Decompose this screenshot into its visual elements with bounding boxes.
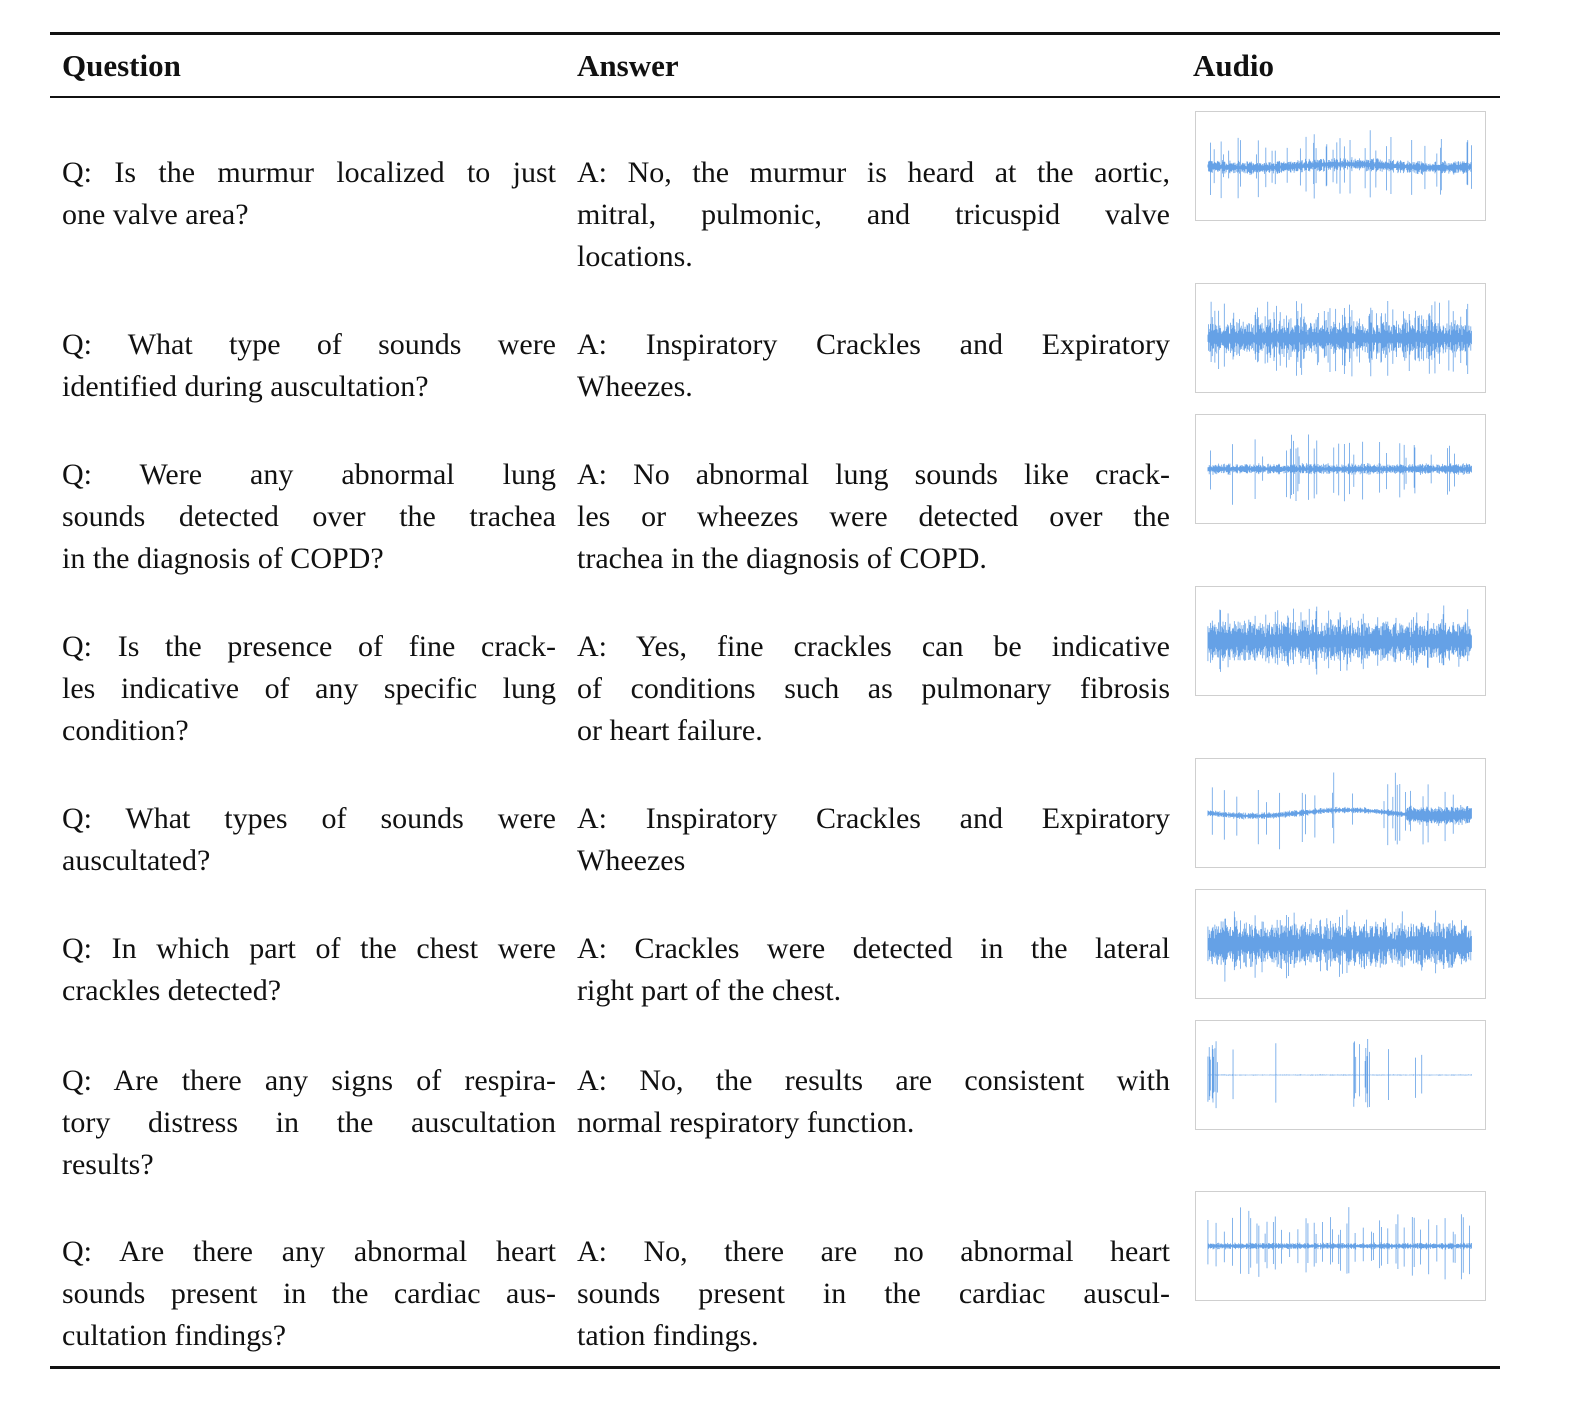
waveform-plot xyxy=(1207,1038,1472,1109)
audio-waveform xyxy=(1195,414,1486,524)
waveform-trace xyxy=(1207,130,1472,199)
question-cell: Q: In which part of the chest were crackl… xyxy=(62,928,556,1012)
question-line: results? xyxy=(62,1148,154,1181)
question-line: one valve area? xyxy=(62,198,249,231)
question-line: Q: Are there any signs of respira- xyxy=(62,1064,556,1097)
answer-line: locations. xyxy=(577,240,693,273)
header-answer: Answer xyxy=(577,48,679,83)
answer-line: les or wheezes were detected over the xyxy=(577,500,1170,533)
answer-line: A: No, the results are consistent with xyxy=(577,1064,1170,1097)
question-line: condition? xyxy=(62,714,189,747)
answer-line: A: No, there are no abnormal heart xyxy=(577,1235,1170,1268)
answer-line: right part of the chest. xyxy=(577,974,842,1007)
bottom-rule xyxy=(50,1366,1500,1369)
question-line: les indicative of any specific lung xyxy=(62,672,556,705)
question-line: in the diagnosis of COPD? xyxy=(62,542,384,575)
waveform-plot xyxy=(1207,909,1472,982)
audio-waveform xyxy=(1195,758,1486,868)
waveform-trace xyxy=(1207,434,1472,505)
question-cell: Q: Are there any abnormal heart sounds pr… xyxy=(62,1231,556,1357)
waveform-trace xyxy=(1207,772,1472,850)
waveform-trace xyxy=(1207,909,1472,982)
question-line: crackles detected? xyxy=(62,974,282,1007)
waveform-trace xyxy=(1207,605,1472,675)
question-line: Q: What types of sounds were xyxy=(62,802,556,835)
header-question: Question xyxy=(62,48,181,83)
audio-waveform xyxy=(1195,586,1486,696)
answer-line: A: Inspiratory Crackles and Expiratory xyxy=(577,802,1170,835)
question-line: Q: What type of sounds were xyxy=(62,328,556,361)
waveform-plot xyxy=(1207,130,1472,199)
answer-line: of conditions such as pulmonary fibrosis xyxy=(577,672,1170,705)
waveform-trace xyxy=(1207,1038,1472,1109)
waveform-plot xyxy=(1207,772,1472,850)
question-line: auscultated? xyxy=(62,844,211,877)
question-line: sounds detected over the trachea xyxy=(62,500,556,533)
answer-line: A: Yes, fine crackles can be indicative xyxy=(577,630,1170,663)
answer-line: Wheezes. xyxy=(577,370,693,403)
question-line: Q: Is the murmur localized to just xyxy=(62,156,556,189)
waveform-plot xyxy=(1207,300,1472,377)
answer-line: trachea in the diagnosis of COPD. xyxy=(577,542,987,575)
question-cell: Q: What type of sounds were identified du… xyxy=(62,324,556,408)
audio-waveform xyxy=(1195,111,1486,221)
top-rule xyxy=(50,32,1500,35)
audio-waveform xyxy=(1195,283,1486,393)
waveform-trace xyxy=(1207,300,1472,377)
question-cell: Q: Are there any signs of respira-tory d… xyxy=(62,1060,556,1186)
answer-line: tation findings. xyxy=(577,1319,759,1352)
answer-line: sounds present in the cardiac auscul- xyxy=(577,1277,1170,1310)
answer-cell: A: No, there are no abnormal heart sounds… xyxy=(577,1231,1170,1357)
answer-cell: A: Crackles were detected in the lateral… xyxy=(577,928,1170,1012)
question-line: identified during auscultation? xyxy=(62,370,429,403)
question-line: cultation findings? xyxy=(62,1319,287,1352)
audio-waveform xyxy=(1195,1191,1486,1301)
question-line: Q: In which part of the chest were xyxy=(62,932,556,965)
answer-line: or heart failure. xyxy=(577,714,763,747)
question-cell: Q: What types of sounds were auscultated? xyxy=(62,798,556,882)
question-line: Q: Were any abnormal lung xyxy=(62,458,556,491)
answer-cell: A: No, the results are consistent with no… xyxy=(577,1060,1170,1144)
answer-line: Wheezes xyxy=(577,844,686,877)
question-line: tory distress in the auscultation xyxy=(62,1106,556,1139)
answer-cell: A: Inspiratory Crackles and Expiratory Wh… xyxy=(577,798,1170,882)
header-audio: Audio xyxy=(1193,48,1274,83)
question-cell: Q: Were any abnormal lung sounds detected… xyxy=(62,454,556,580)
answer-line: A: Inspiratory Crackles and Expiratory xyxy=(577,328,1170,361)
header-rule xyxy=(50,96,1500,98)
question-line: sounds present in the cardiac aus- xyxy=(62,1277,556,1310)
answer-cell: A: No abnormal lung sounds like crack-le… xyxy=(577,454,1170,580)
audio-waveform xyxy=(1195,889,1486,999)
answer-line: A: Crackles were detected in the lateral xyxy=(577,932,1170,965)
waveform-plot xyxy=(1207,605,1472,675)
answer-line: A: No abnormal lung sounds like crack- xyxy=(577,458,1170,491)
answer-line: mitral, pulmonic, and tricuspid valve xyxy=(577,198,1170,231)
waveform-trace xyxy=(1207,1207,1472,1280)
question-line: Q: Is the presence of fine crack- xyxy=(62,630,556,663)
question-cell: Q: Is the murmur localized to just one va… xyxy=(62,152,556,236)
answer-cell: A: No, the murmur is heard at the aortic… xyxy=(577,152,1170,278)
answer-cell: A: Inspiratory Crackles and Expiratory Wh… xyxy=(577,324,1170,408)
answer-line: A: No, the murmur is heard at the aortic… xyxy=(577,156,1170,189)
answer-cell: A: Yes, fine crackles can be indicative o… xyxy=(577,626,1170,752)
question-line: Q: Are there any abnormal heart xyxy=(62,1235,556,1268)
audio-waveform xyxy=(1195,1020,1486,1130)
question-cell: Q: Is the presence of fine crack-les ind… xyxy=(62,626,556,752)
waveform-plot xyxy=(1207,1207,1472,1280)
waveform-plot xyxy=(1207,434,1472,505)
answer-line: normal respiratory function. xyxy=(577,1106,915,1139)
